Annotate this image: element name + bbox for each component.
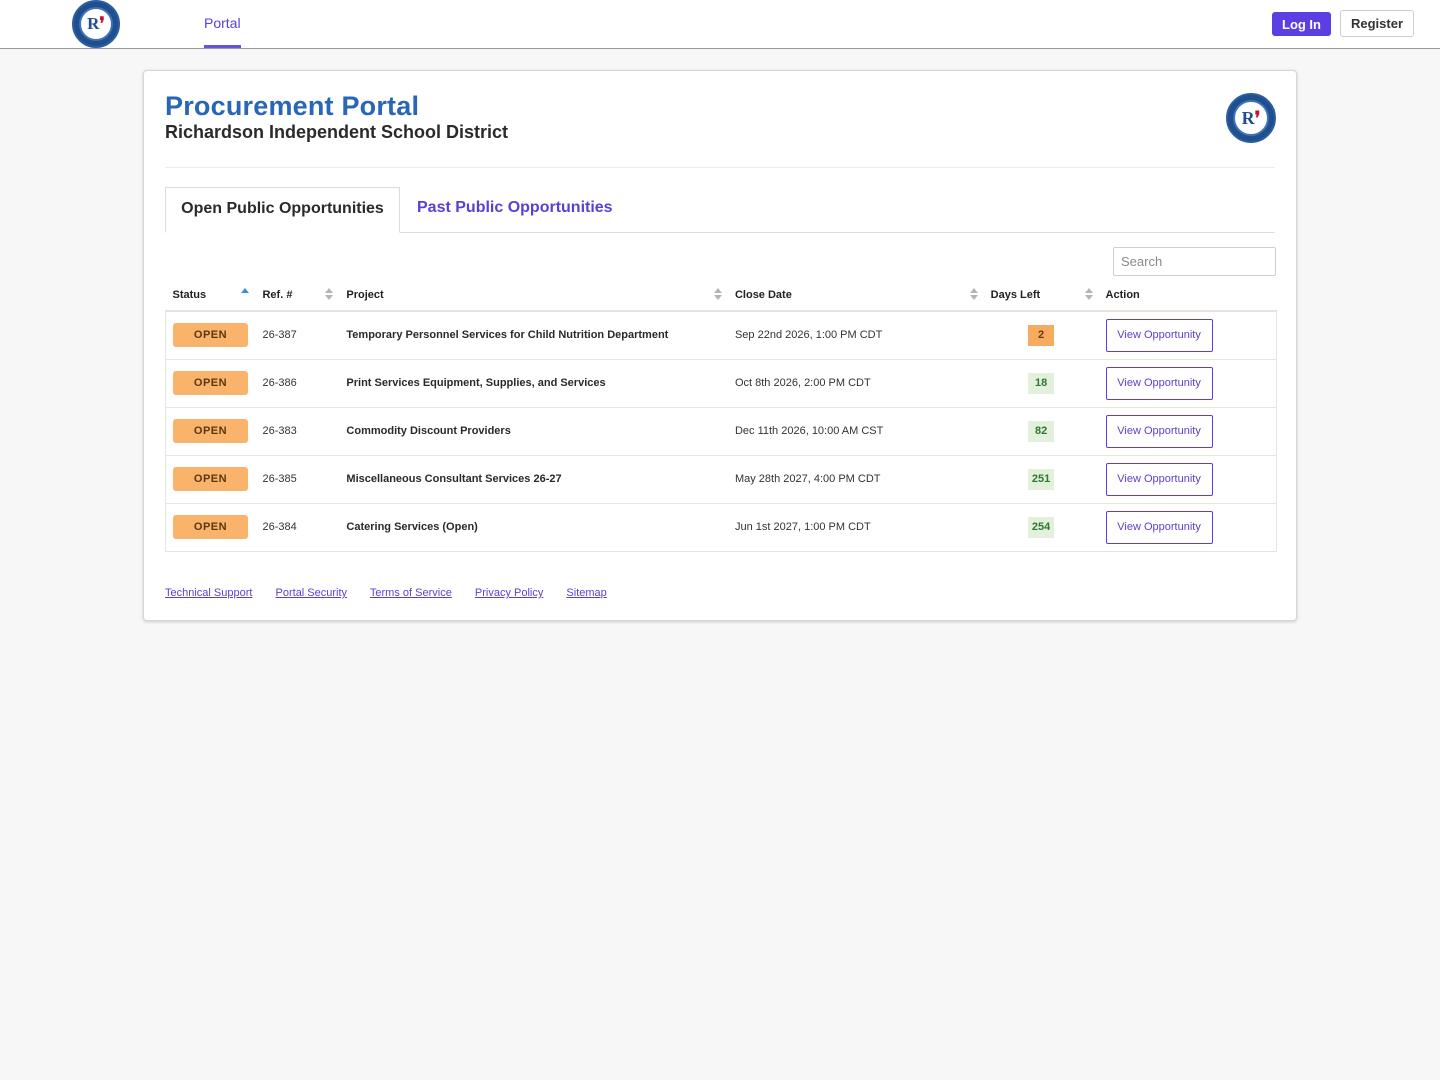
project-name: Miscellaneous Consultant Services 26-27 — [339, 454, 728, 503]
tab-open-opportunities[interactable]: Open Public Opportunities — [165, 187, 400, 233]
table-header-row: Status Ref. # Project Close Date Days Le… — [165, 279, 1277, 312]
search-input[interactable] — [1113, 247, 1276, 276]
ref-number: 26-385 — [255, 454, 340, 503]
seal-drop-icon: ❜ — [99, 14, 105, 33]
footer-links: Technical Support Portal Security Terms … — [165, 587, 627, 599]
view-opportunity-button[interactable]: View Opportunity — [1105, 318, 1213, 352]
column-header-label: Days Left — [990, 288, 1041, 301]
district-seal-logo[interactable]: R ❜ — [72, 0, 120, 48]
footer-link-terms-of-service[interactable]: Terms of Service — [369, 587, 452, 599]
column-header-label: Close Date — [734, 288, 792, 301]
status-badge: OPEN — [173, 515, 248, 539]
close-date: May 28th 2027, 4:00 PM CDT — [727, 454, 984, 503]
project-name: Print Services Equipment, Supplies, and … — [339, 358, 728, 407]
tab-past-opportunities[interactable]: Past Public Opportunities — [417, 199, 613, 216]
seal-inner: R ❜ — [1233, 100, 1269, 136]
page-subtitle: Richardson Independent School District — [165, 122, 509, 142]
ref-number: 26-384 — [255, 502, 340, 551]
table-row: OPEN 26-385 Miscellaneous Consultant Ser… — [165, 454, 1277, 503]
status-badge: OPEN — [173, 371, 248, 395]
status-badge: OPEN — [173, 467, 248, 491]
column-header-project[interactable]: Project — [339, 279, 728, 312]
footer-link-privacy-policy[interactable]: Privacy Policy — [474, 587, 544, 599]
table-row: OPEN 26-386 Print Services Equipment, Su… — [165, 358, 1277, 407]
column-header-days-left[interactable]: Days Left — [983, 279, 1099, 312]
status-badge: OPEN — [173, 419, 248, 443]
close-date: Jun 1st 2027, 1:00 PM CDT — [727, 502, 984, 551]
view-opportunity-button[interactable]: View Opportunity — [1105, 414, 1213, 448]
ref-number: 26-386 — [255, 358, 340, 407]
project-name: Commodity Discount Providers — [339, 406, 728, 455]
days-left-badge: 2 — [1028, 324, 1055, 346]
view-opportunity-button[interactable]: View Opportunity — [1105, 462, 1213, 496]
procurement-card: Procurement Portal Richardson Independen… — [143, 70, 1297, 621]
view-opportunity-button[interactable]: View Opportunity — [1105, 510, 1213, 544]
status-badge: OPEN — [173, 323, 248, 348]
sort-icon — [1084, 288, 1093, 302]
column-header-label: Status — [172, 288, 207, 301]
sort-icon — [713, 288, 722, 302]
column-header-label: Ref. # — [262, 288, 293, 301]
sort-icon — [325, 288, 334, 302]
project-name: Temporary Personnel Services for Child N… — [346, 329, 669, 342]
seal-drop-icon: ❜ — [1254, 107, 1261, 128]
days-left-badge: 254 — [1028, 516, 1055, 538]
seal-letter: R — [87, 14, 100, 33]
opportunities-table: Status Ref. # Project Close Date Days Le… — [165, 279, 1277, 552]
seal-inner: R ❜ — [79, 7, 113, 41]
login-button[interactable]: Log In — [1272, 12, 1331, 36]
column-header-close-date[interactable]: Close Date — [727, 279, 984, 312]
register-button[interactable]: Register — [1340, 10, 1414, 37]
ref-number: 26-383 — [255, 406, 340, 455]
column-header-action: Action — [1098, 279, 1277, 312]
column-header-label: Project — [346, 288, 384, 301]
seal-letter: R — [1241, 107, 1255, 128]
table-row: OPEN 26-384 Catering Services (Open) Jun… — [165, 502, 1277, 551]
nav-portal-link[interactable]: Portal — [204, 0, 241, 48]
page-title: Procurement Portal — [165, 91, 420, 121]
close-date: Oct 8th 2026, 2:00 PM CDT — [727, 358, 984, 407]
footer-link-sitemap[interactable]: Sitemap — [566, 587, 607, 599]
days-left-badge: 18 — [1028, 372, 1055, 394]
project-name: Catering Services (Open) — [339, 502, 728, 551]
days-left-badge: 82 — [1028, 420, 1055, 442]
top-navigation-bar: R ❜ Portal Log In Register — [0, 0, 1440, 49]
column-header-status[interactable]: Status — [165, 279, 256, 312]
close-date: Sep 22nd 2026, 1:00 PM CDT — [734, 329, 883, 342]
opportunity-tabs: Open Public Opportunities Past Public Op… — [165, 187, 1275, 233]
column-header-label: Action — [1105, 288, 1140, 301]
divider — [165, 167, 1275, 168]
column-header-ref[interactable]: Ref. # — [255, 279, 340, 312]
sort-ascending-icon — [241, 288, 250, 302]
sort-icon — [969, 288, 978, 302]
district-seal-icon: R ❜ — [1226, 93, 1276, 143]
table-row: OPEN 26-383 Commodity Discount Providers… — [165, 406, 1277, 455]
table-row: OPEN 26-387 Temporary Personnel Services… — [166, 311, 1277, 359]
footer-link-portal-security[interactable]: Portal Security — [275, 587, 348, 599]
view-opportunity-button[interactable]: View Opportunity — [1105, 366, 1213, 400]
close-date: Dec 11th 2026, 10:00 AM CST — [727, 406, 984, 455]
ref-number: 26-387 — [262, 329, 297, 342]
footer-link-technical-support[interactable]: Technical Support — [165, 587, 253, 599]
days-left-badge: 251 — [1028, 468, 1055, 490]
